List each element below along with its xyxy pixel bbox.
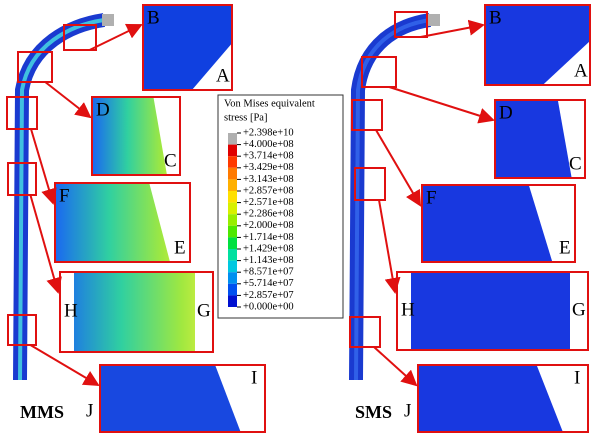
legend-band: [228, 295, 237, 307]
callout-label: F: [426, 187, 437, 208]
legend-label: +2.571e+08: [243, 197, 294, 208]
callout-label: D: [96, 99, 110, 120]
legend-label: +1.143e+08: [243, 255, 294, 266]
callout-label: J: [86, 400, 93, 421]
mms-end: [102, 14, 114, 26]
sms-end: [428, 14, 440, 26]
legend-band: [228, 272, 237, 284]
callout-label: E: [559, 237, 571, 258]
legend-label: +4.000e+08: [243, 139, 294, 150]
legend-title: stress [Pa]: [224, 112, 267, 123]
legend-label: +2.286e+08: [243, 209, 294, 220]
callout-label: F: [59, 185, 70, 206]
legend-band: [228, 261, 237, 273]
legend-band: [228, 203, 237, 215]
legend-band: [228, 156, 237, 168]
legend-label: +8.571e+07: [243, 267, 294, 278]
panel-label: SMS: [355, 402, 392, 422]
callout-label: A: [216, 65, 230, 86]
legend-label: +3.429e+08: [243, 162, 294, 173]
callout-label: B: [147, 7, 160, 28]
zoom-arrow: [30, 195, 58, 292]
zoom-arrow: [31, 129, 53, 203]
callout-label: A: [574, 60, 588, 81]
legend-band: [228, 226, 237, 238]
legend-label: +5.714e+07: [243, 278, 294, 289]
callout-label: H: [401, 299, 415, 320]
inset-fill: [398, 273, 587, 349]
legend-label: +1.429e+08: [243, 243, 294, 254]
zoom-arrow: [379, 200, 395, 292]
legend-label: +3.714e+08: [243, 151, 294, 162]
callout-label: C: [164, 150, 177, 171]
callout-label: G: [572, 299, 586, 320]
legend-label: +2.857e+08: [243, 185, 294, 196]
callout-label: B: [489, 7, 502, 28]
callout-label: C: [569, 153, 582, 174]
callout-label: H: [64, 300, 78, 321]
legend-band: [228, 168, 237, 180]
legend-band: [228, 284, 237, 296]
zoom-arrow: [374, 347, 416, 385]
legend-band: [228, 145, 237, 157]
legend-label: +1.714e+08: [243, 232, 294, 243]
legend-band: [228, 214, 237, 226]
callout-label: G: [197, 300, 211, 321]
legend-label: +3.143e+08: [243, 174, 294, 185]
zoom-arrow: [90, 25, 141, 50]
legend-label: +2.857e+07: [243, 290, 294, 301]
callout-label: J: [404, 400, 411, 421]
legend-title: Von Mises equivalent: [224, 98, 315, 109]
callout-label: D: [499, 102, 513, 123]
callout-label: I: [574, 367, 580, 388]
panel-label: MMS: [20, 402, 64, 422]
legend-band: [228, 133, 237, 145]
legend-label: +2.000e+08: [243, 220, 294, 231]
legend-label: +0.000e+00: [243, 301, 294, 312]
inset-fill: [61, 273, 212, 351]
legend-band: [228, 249, 237, 261]
callout-label: E: [174, 237, 186, 258]
legend-label: +2.398e+10: [243, 127, 294, 138]
callout-label: I: [251, 367, 257, 388]
figure: Von Mises equivalent stress [Pa] +2.398e…: [0, 0, 592, 435]
legend-band: [228, 237, 237, 249]
zoom-arrow: [389, 87, 493, 120]
legend-band: [228, 191, 237, 203]
legend-band: [228, 179, 237, 191]
zoom-arrow: [45, 82, 90, 117]
